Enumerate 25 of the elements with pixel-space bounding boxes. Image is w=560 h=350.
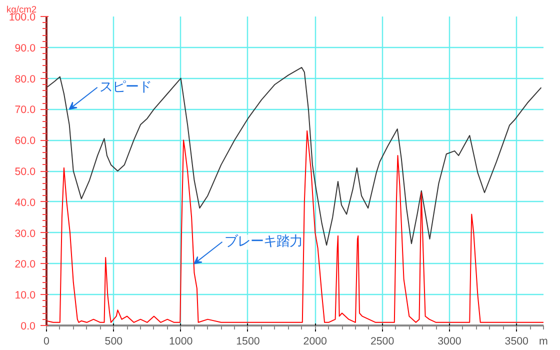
y-tick-label: 10.0 — [14, 290, 36, 302]
x-tick-label: 2000 — [303, 336, 328, 348]
x-tick-label: 1500 — [236, 336, 260, 348]
y-tick-label: 90.0 — [14, 42, 36, 54]
x-tick-label: 3000 — [438, 336, 462, 348]
y-tick-label: 20.0 — [14, 258, 36, 271]
x-axis-title: m — [539, 336, 548, 348]
y-tick-label: 40.0 — [14, 196, 36, 209]
x-tick-label: 0 — [44, 336, 50, 348]
y-tick-label: 60.0 — [14, 135, 36, 148]
annotation: スピード — [99, 80, 152, 96]
x-tick-label: 2500 — [370, 336, 394, 348]
y-tick-label: 50.0 — [14, 166, 36, 178]
line-series — [46, 130, 544, 323]
y-tick-label: 70.0 — [14, 104, 36, 116]
y-axis-title: kg/cm2 — [6, 4, 37, 14]
line-series — [46, 66, 542, 246]
y-tick-label: 80.0 — [14, 73, 36, 86]
y-tick-label: 30.0 — [14, 228, 36, 240]
y-tick-label: 0.0 — [20, 320, 36, 332]
x-tick-label: 500 — [104, 336, 123, 348]
y-tick-label: 100.0 — [8, 12, 36, 24]
annotation: ブレーキ踏力 — [224, 234, 302, 250]
x-tick-label: 1000 — [168, 336, 193, 348]
x-tick-label: 3500 — [504, 336, 529, 348]
